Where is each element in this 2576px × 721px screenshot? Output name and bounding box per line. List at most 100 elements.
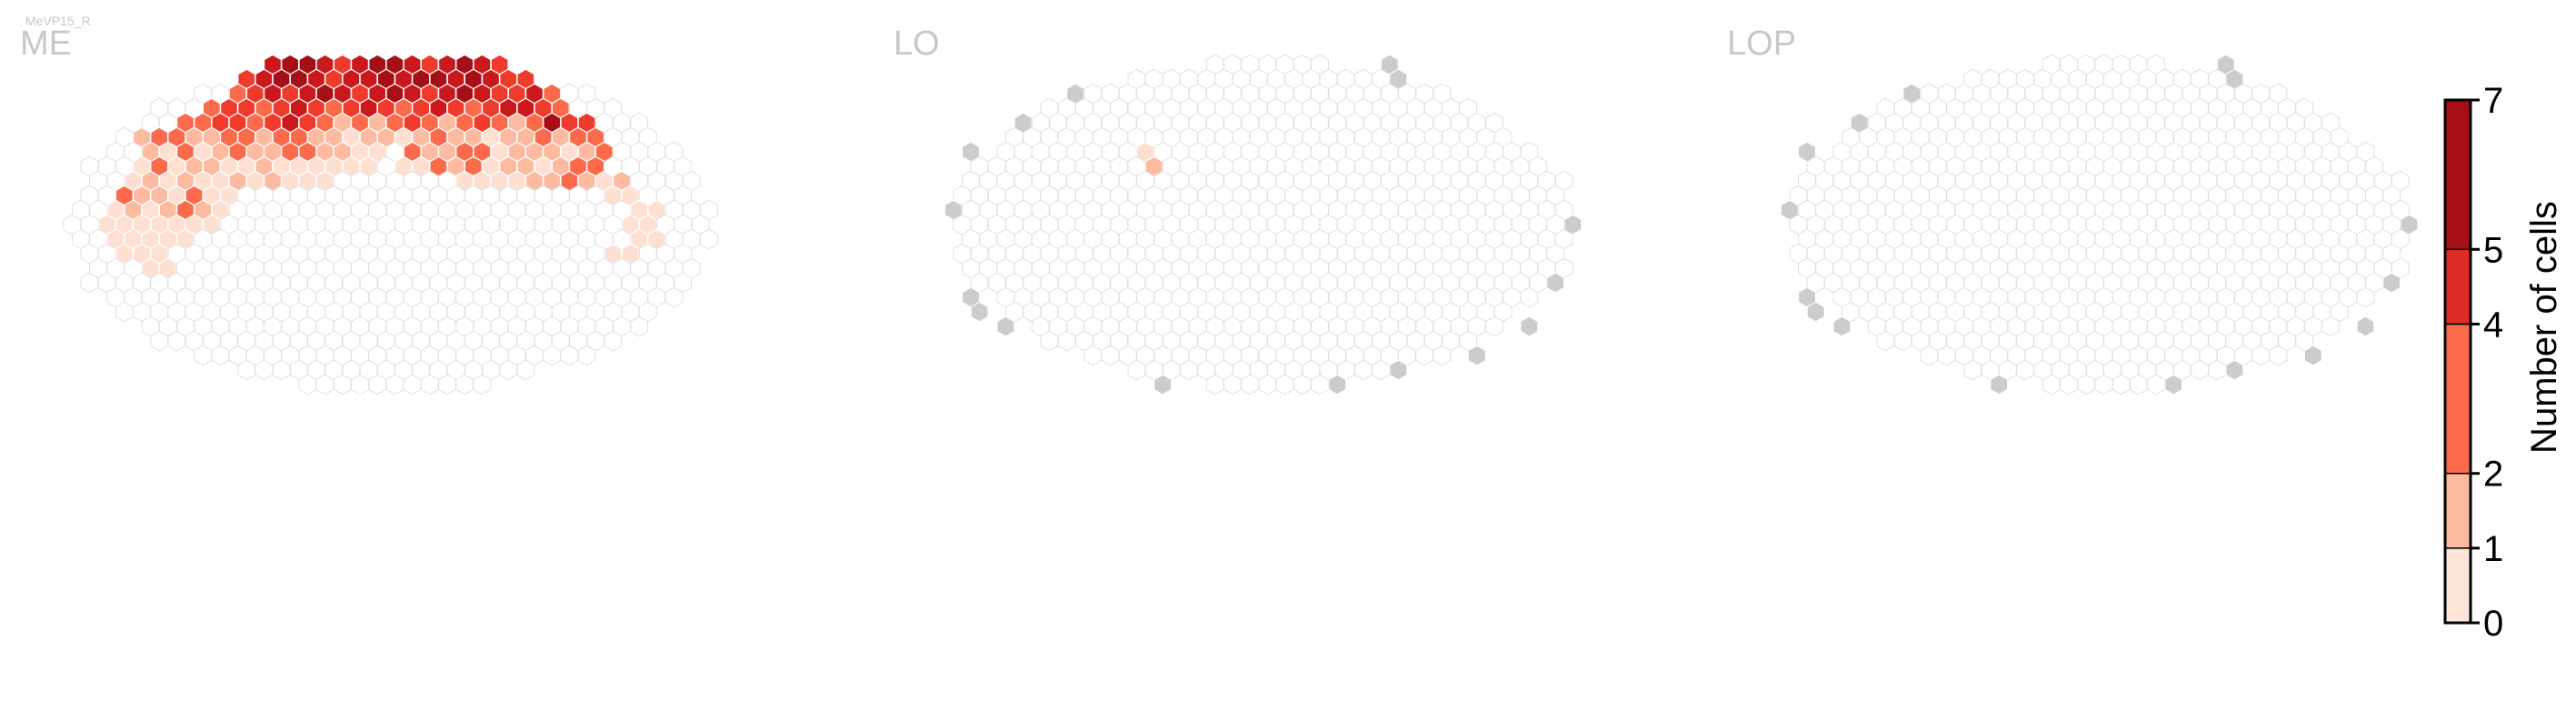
hex-outside (1832, 315, 1852, 337)
panel-label-lo: LO (894, 25, 940, 63)
colorbar-bin (2444, 547, 2471, 624)
hex-outside (2164, 374, 2183, 396)
hex-outside (1389, 359, 1408, 381)
hex-empty (1963, 359, 1982, 381)
hex-empty (2321, 315, 2340, 337)
hex-empty (2060, 374, 2078, 396)
hex-empty (1057, 330, 1076, 352)
hex-empty (516, 359, 535, 381)
hex-empty (1415, 345, 1434, 366)
hex-empty (2042, 374, 2061, 396)
hex-empty (2269, 345, 2288, 366)
hex-outside (1520, 315, 1539, 337)
colorbar-tick-label: 7 (2483, 81, 2503, 121)
hex-empty (1127, 359, 1146, 381)
hex-empty (1205, 374, 1224, 396)
colorbar: Number of cells 0 1 2 4 5 7 (2443, 81, 2564, 644)
me-panel: ME (20, 25, 718, 396)
hex-empty (211, 345, 230, 366)
hex-outside (2382, 272, 2401, 294)
hex-empty (2208, 359, 2227, 381)
hex-empty (630, 315, 649, 337)
hex-empty (473, 374, 492, 396)
hex-empty (1311, 374, 1329, 396)
hex-empty (237, 359, 256, 381)
colorbar-bin (2444, 323, 2471, 475)
hex-empty (1433, 345, 1452, 366)
colorbar-tick-label: 0 (2483, 604, 2503, 644)
hex-empty (272, 359, 291, 381)
hex-empty (1083, 345, 1103, 366)
hex-empty (1893, 330, 1912, 352)
colorbar-frame (2443, 98, 2472, 625)
lo-panel: LO (894, 25, 1583, 396)
hex-empty (1876, 330, 1895, 352)
hex-empty (1354, 359, 1373, 381)
hex-empty (1275, 374, 1294, 396)
hex-empty (1180, 359, 1198, 381)
hex-empty (438, 374, 456, 396)
hex-empty (1223, 374, 1242, 396)
hex-empty (1293, 374, 1312, 396)
colorbar-tick-label: 1 (2483, 529, 2503, 569)
hex-empty (1372, 359, 1391, 381)
hex-outside (1328, 374, 1347, 396)
hex-empty (2077, 374, 2096, 396)
hex-empty (1040, 330, 1059, 352)
hex-empty (2147, 374, 2165, 396)
hex-empty (80, 272, 99, 294)
hex-empty (420, 374, 439, 396)
hex-empty (604, 330, 623, 352)
colorbar-tick-label: 4 (2483, 305, 2503, 345)
panel-label-me: ME (20, 25, 72, 63)
hex-empty (1241, 374, 1260, 396)
hex-outside (996, 315, 1015, 337)
colorbar-tick-label: 2 (2483, 455, 2503, 495)
hex-empty (2191, 359, 2209, 381)
hex-empty (1258, 374, 1277, 396)
hex-empty (2016, 359, 2034, 381)
hex-empty (543, 345, 562, 366)
hex-empty (664, 286, 684, 308)
hex-outside (1806, 301, 1825, 323)
colorbar-bin (2444, 472, 2471, 549)
colorbar-tick-label: 5 (2483, 230, 2503, 270)
hex-empty (194, 345, 213, 366)
hex-empty (1920, 345, 1939, 366)
hex-empty (2356, 286, 2375, 308)
hex-empty (298, 374, 317, 396)
hex-empty (2112, 374, 2131, 396)
hex-empty (2252, 345, 2271, 366)
hex-empty (1937, 345, 1956, 366)
hex-empty (2094, 374, 2113, 396)
hex-outside (1546, 272, 1565, 294)
hex-empty (2129, 374, 2148, 396)
hex-outside (1990, 374, 2009, 396)
hex-empty (700, 228, 718, 250)
hex-empty (577, 345, 596, 366)
panel-label-lop: LOP (1727, 25, 1796, 63)
hex-empty (167, 330, 186, 352)
hex-empty (333, 374, 352, 396)
hex-empty (499, 359, 518, 381)
hex-empty (115, 301, 134, 323)
hex-outside (970, 301, 989, 323)
colorbar-bin (2444, 99, 2471, 251)
hex-empty (455, 374, 474, 396)
hex-empty (351, 374, 369, 396)
colorbar-bin (2444, 248, 2471, 325)
lop-panel: LOP (1727, 25, 2419, 396)
hex-empty (385, 374, 404, 396)
hex-outside (2356, 315, 2375, 337)
hex-outside (2225, 359, 2244, 381)
hex-outside (2303, 345, 2322, 366)
hex-empty (368, 374, 387, 396)
hex-empty (403, 374, 422, 396)
hex-outside (1153, 374, 1173, 396)
hex-empty (315, 374, 334, 396)
hex-outside (1467, 345, 1486, 366)
cell-type-label: MeVP15_R (25, 14, 91, 28)
colorbar-label: Number of cells (2524, 201, 2564, 454)
hex-empty (1520, 286, 1539, 308)
